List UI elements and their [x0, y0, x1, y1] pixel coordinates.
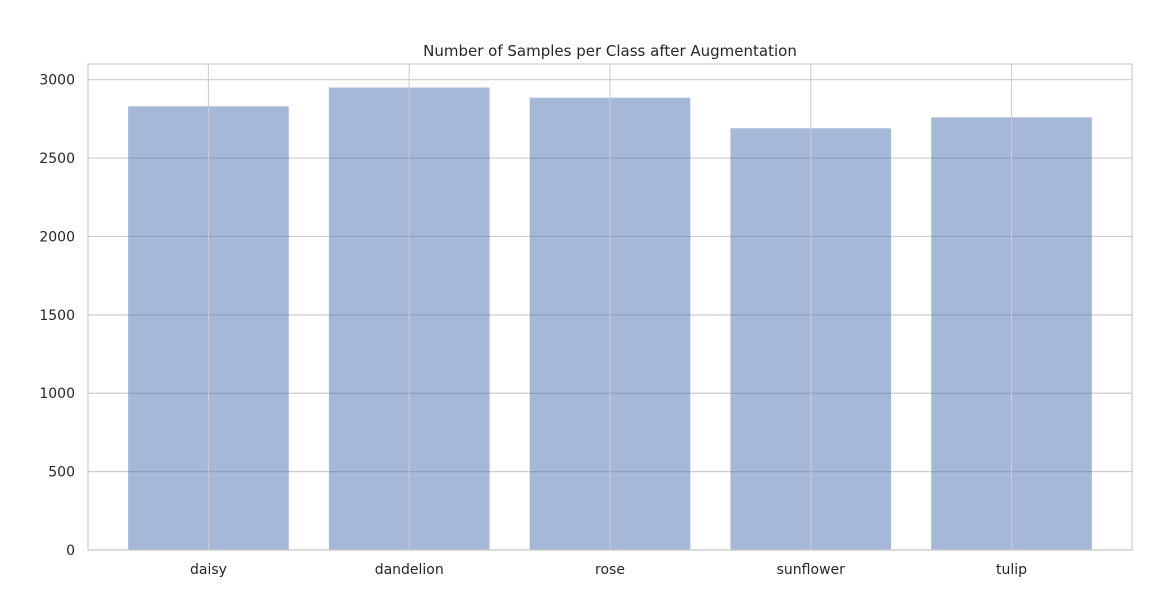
y-tick-label: 500 [48, 465, 75, 481]
y-tick-label: 2000 [39, 229, 75, 245]
y-tick-label: 3000 [39, 73, 75, 89]
x-tick-label-tulip: tulip [996, 562, 1027, 578]
y-tick-label: 2500 [39, 151, 75, 167]
vertical-grid-lines [207, 64, 1013, 550]
plot-frame [87, 63, 1133, 551]
y-axis-ticks: 0 500 1000 1500 2000 2500 3000 [39, 73, 75, 559]
chart-title: Number of Samples per Class after Augmen… [423, 42, 797, 60]
x-tick-label-dandelion: dandelion [375, 562, 444, 578]
x-axis-ticks: daisy dandelion rose sunflower tulip [190, 562, 1027, 578]
x-tick-label-sunflower: sunflower [777, 562, 845, 578]
y-tick-label: 0 [66, 543, 75, 559]
x-tick-label-rose: rose [595, 562, 625, 578]
x-tick-label-daisy: daisy [190, 562, 227, 578]
y-tick-label: 1000 [39, 386, 75, 402]
y-tick-label: 1500 [39, 308, 75, 324]
